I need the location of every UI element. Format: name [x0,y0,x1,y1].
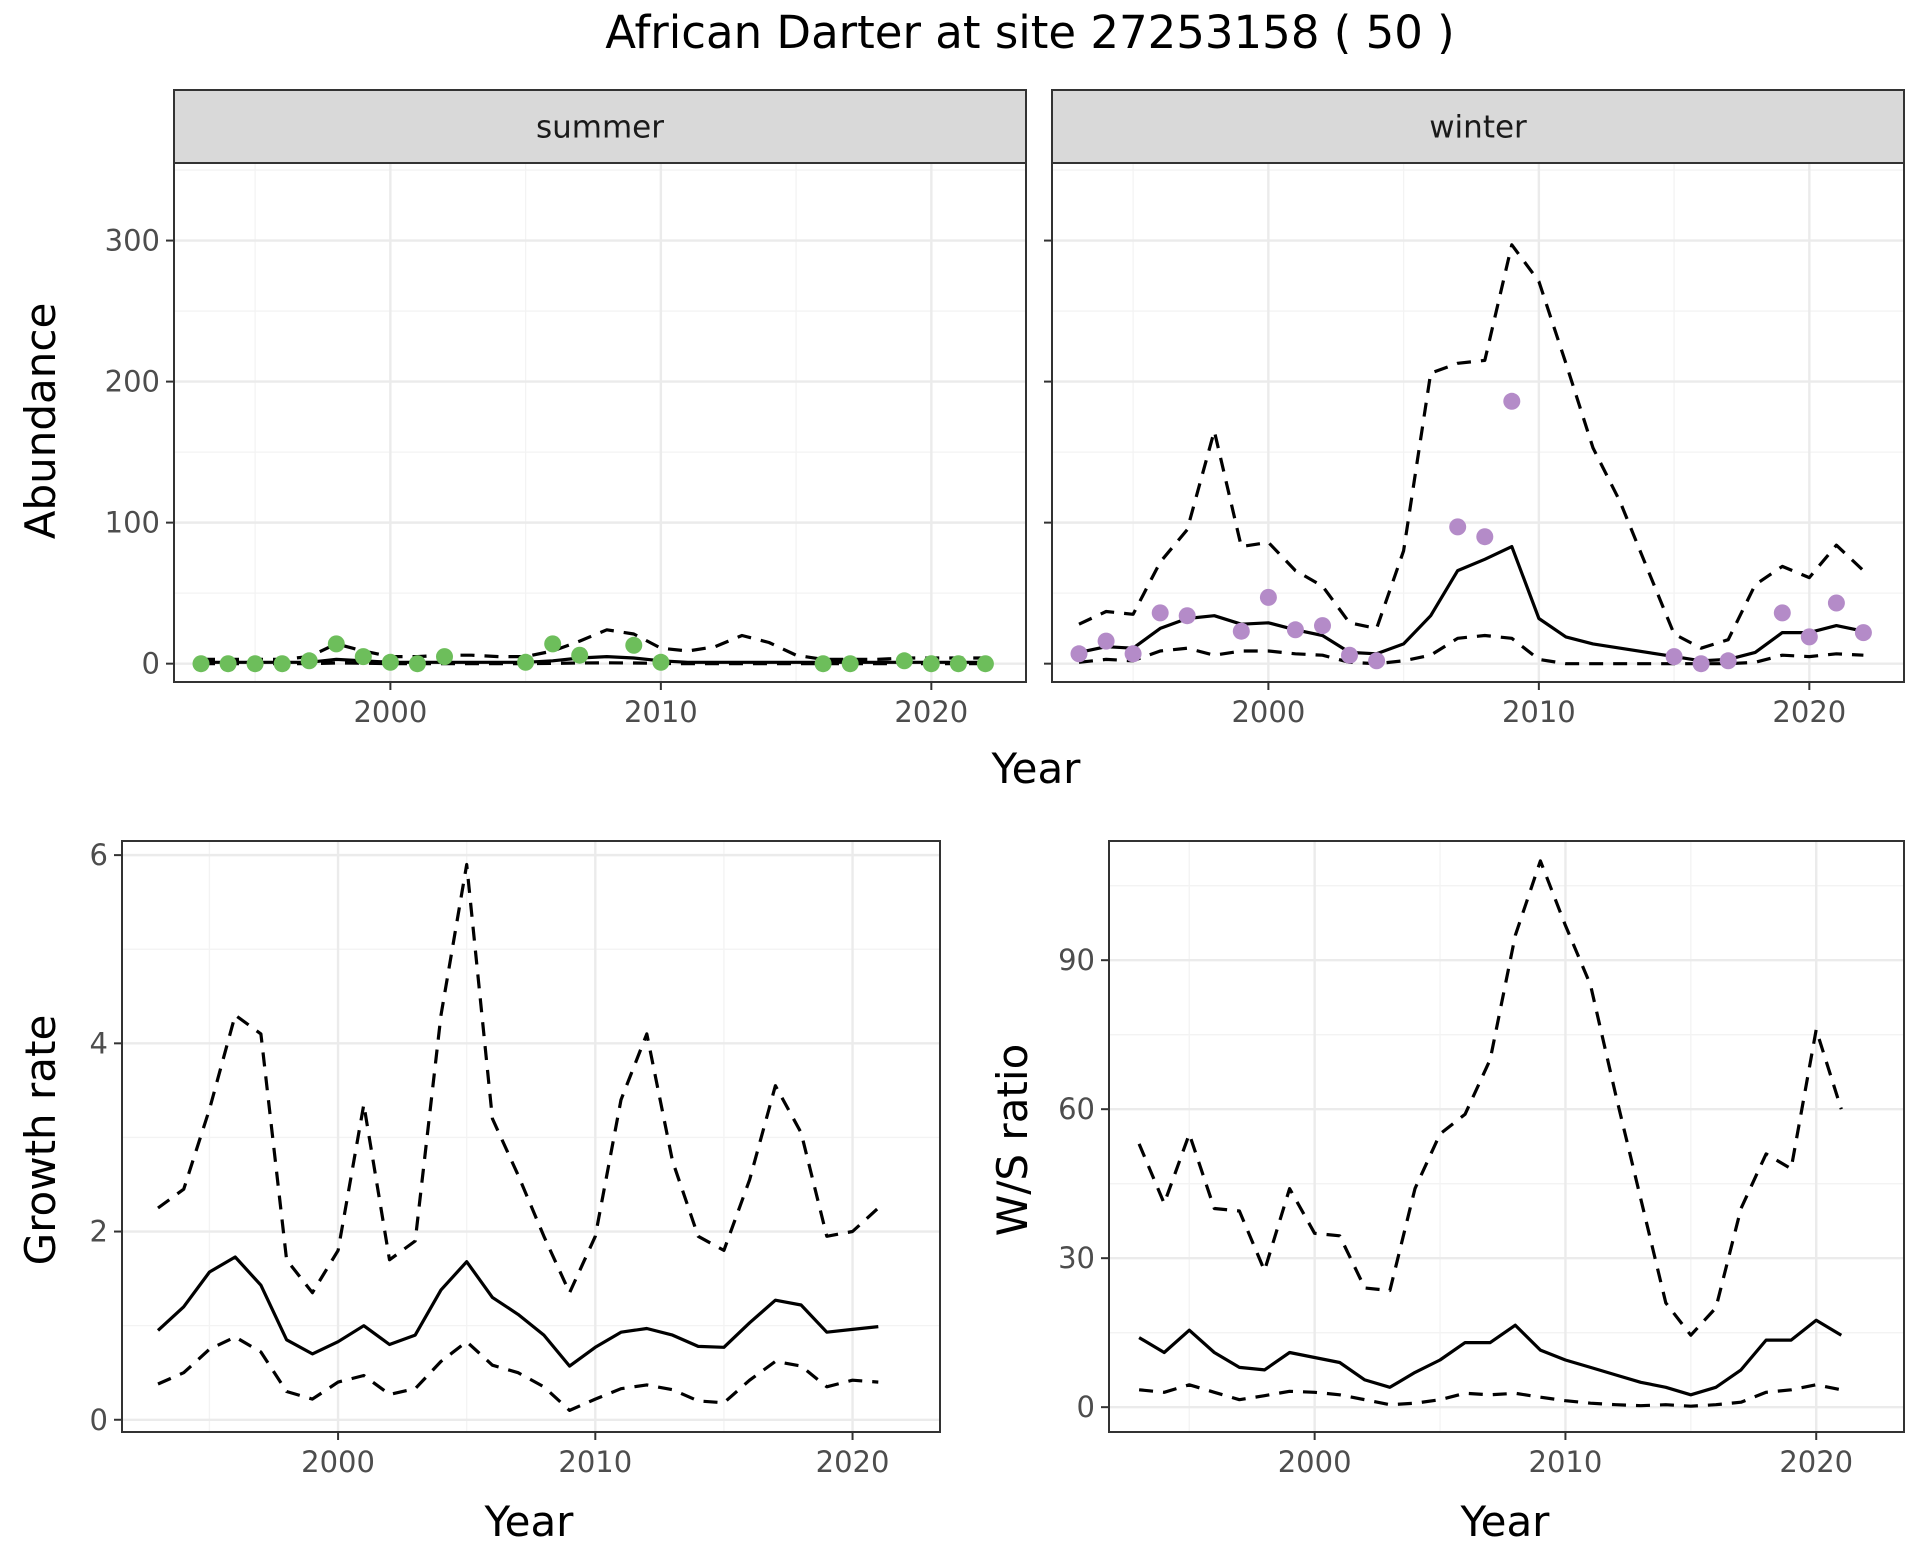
ratio-y-tick-label: 30 [1058,1241,1095,1275]
summer-y-tick-label: 100 [105,506,160,540]
growth-panel-border [121,840,941,1433]
summer-facet-strip [173,89,1027,164]
winter-observed-point [1665,648,1683,666]
winter-observed-point [1773,604,1791,622]
growth-x-tick-label: 2000 [301,1445,375,1479]
summer-observed-point [354,648,372,666]
summer-x-tick-label: 2000 [353,695,427,729]
ratio-y-axis-title: W/S ratio [988,1044,1037,1237]
winter-facet-label: winter [1429,110,1527,146]
summer-observed-point [571,646,589,664]
winter-observed-point [1232,622,1250,640]
summer-observed-point [652,653,670,671]
summer-observed-point [381,653,399,671]
growth-lower-bound-line [157,1335,879,1412]
summer-y-tick-label: 200 [105,365,160,399]
ratio-x-tick-label: 2010 [1529,1445,1603,1479]
summer-observed-point [192,655,210,673]
winter-x-tick-label: 2010 [1502,695,1576,729]
summer-observed-point [814,655,832,673]
summer-observed-point [949,655,967,673]
abundance-winter-panel: winter 2000 2010 2020 [1044,89,1905,729]
growth-plot-background [122,841,940,1432]
winter-observed-point [1151,604,1169,622]
growth-rate-panel: 2000 2010 2020 0 2 4 6 [90,838,941,1479]
winter-observed-point [1178,607,1196,625]
winter-observed-point [1719,652,1737,670]
summer-observed-point [895,652,913,670]
growth-y-tick-label: 2 [90,1215,108,1249]
summer-observed-point [517,653,535,671]
winter-x-tick-label: 2020 [1772,695,1846,729]
ratio-upper-bound-line [1137,859,1843,1337]
winter-observed-point [1800,628,1818,646]
ratio-y-tick-label: 0 [1077,1390,1095,1424]
summer-x-tick-label: 2020 [894,695,968,729]
summer-observed-point [544,635,562,653]
winter-lower-bound-line [1078,633,1864,666]
winter-observed-point [1314,617,1331,635]
summer-observed-point [246,655,264,673]
ratio-plot-background [1109,841,1904,1432]
ws-ratio-panel: 2000 2010 2020 0 30 60 90 [1058,840,1905,1479]
winter-observed-point [1854,624,1872,642]
growth-y-tick-label: 6 [90,838,108,872]
summer-observed-point [976,655,994,673]
ratio-y-tick-label: 90 [1058,943,1095,977]
summer-y-tick-label: 300 [105,224,160,258]
summer-observed-point [922,655,940,673]
ratio-estimate-line [1138,1318,1843,1397]
summer-facet-label: summer [536,110,664,146]
growth-y-axis-title: Growth rate [16,1015,65,1266]
summer-observed-point [841,655,859,673]
winter-observed-point [1070,645,1088,663]
winter-observed-point [1124,645,1142,663]
summer-observed-point [327,635,345,653]
summer-y-tick-label: 0 [142,647,160,681]
summer-observed-point [436,648,453,666]
growth-x-tick-label: 2020 [816,1445,890,1479]
ratio-x-tick-label: 2020 [1779,1445,1853,1479]
summer-observed-point [219,655,237,673]
summer-observed-point [300,652,318,670]
summer-observed-point [408,655,426,673]
winter-observed-point [1449,518,1467,536]
ratio-panel-border [1108,840,1905,1433]
winter-observed-point [1341,646,1358,664]
growth-x-tick-label: 2010 [558,1445,632,1479]
winter-observed-point [1692,655,1710,673]
winter-plot-background [1052,163,1904,682]
winter-observed-point [1097,632,1115,650]
ratio-y-tick-label: 60 [1058,1092,1095,1126]
winter-upper-bound-line [1078,243,1865,650]
abundance-y-axis-title: Abundance [16,303,65,540]
main-title: African Darter at site 27253158 ( 50 ) [605,6,1454,59]
ratio-x-tick-label: 2000 [1278,1445,1352,1479]
summer-plot-background [174,163,1026,682]
ratio-x-axis-title: Year [1460,1497,1551,1546]
growth-y-tick-label: 0 [90,1403,108,1437]
winter-x-tick-label: 2000 [1231,695,1305,729]
winter-observed-point [1476,528,1494,546]
summer-observed-point [273,655,291,673]
growth-estimate-line [156,1255,879,1368]
growth-x-axis-title: Year [484,1497,575,1546]
winter-observed-point [1827,594,1845,612]
abundance-x-axis-title: Year [991,744,1082,793]
abundance-summer-panel: summer 2000 2010 2020 0 100 200 300 [105,89,1027,729]
summer-observed-point [625,636,643,654]
ratio-lower-bound-line [1138,1383,1842,1408]
winter-observed-point [1259,588,1277,606]
winter-observed-point [1503,392,1521,410]
winter-observed-point [1368,652,1386,670]
winter-estimate-line [1078,545,1864,663]
summer-x-tick-label: 2010 [624,695,698,729]
growth-y-tick-label: 4 [90,1026,108,1060]
growth-upper-bound-line [157,862,880,1295]
winter-observed-point [1286,621,1304,639]
winter-facet-strip [1051,89,1905,164]
